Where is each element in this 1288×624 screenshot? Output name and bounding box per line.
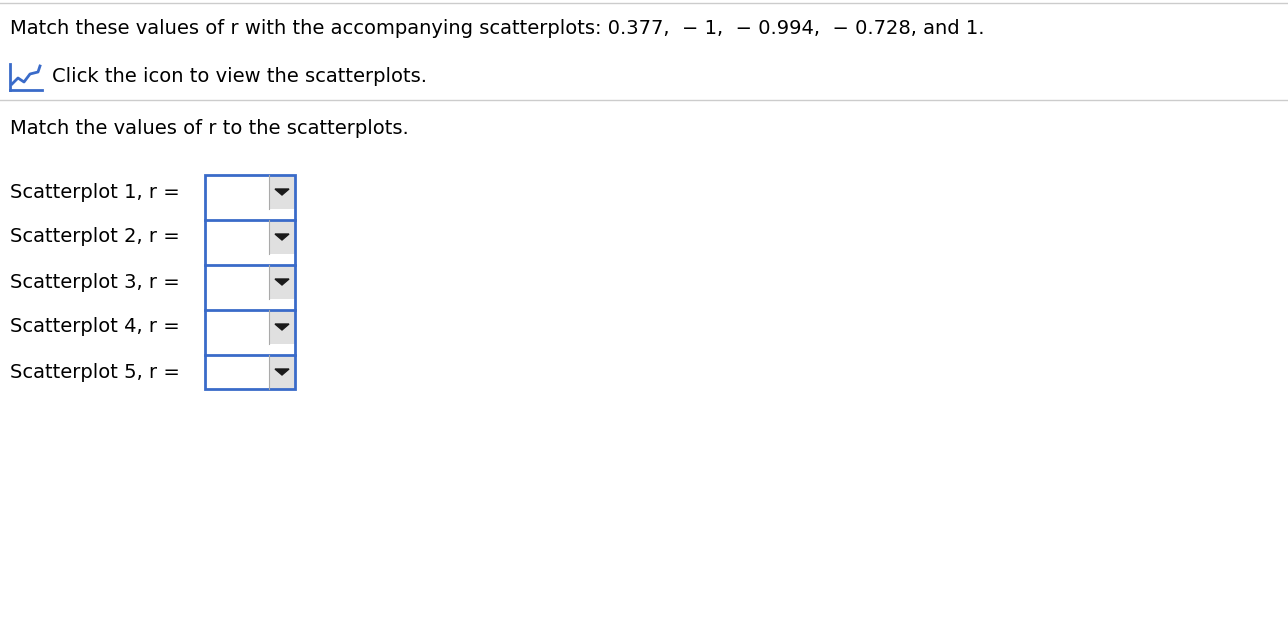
Text: Click the icon to view the scatterplots.: Click the icon to view the scatterplots. (52, 67, 428, 85)
Polygon shape (276, 234, 289, 240)
Polygon shape (276, 369, 289, 375)
Polygon shape (276, 279, 289, 285)
Text: Match the values of r to the scatterplots.: Match the values of r to the scatterplot… (10, 119, 408, 137)
Bar (205, 310, 269, 344)
Bar (205, 265, 269, 299)
Bar (205, 175, 295, 389)
Bar (269, 310, 295, 344)
Bar (205, 355, 269, 389)
Text: Scatterplot 3, r =: Scatterplot 3, r = (10, 273, 180, 291)
Bar (269, 265, 295, 299)
Polygon shape (276, 189, 289, 195)
Text: Scatterplot 2, r =: Scatterplot 2, r = (10, 228, 180, 246)
Bar (269, 355, 295, 389)
Bar (205, 175, 269, 209)
Bar (269, 175, 295, 209)
Bar (269, 220, 295, 254)
Text: Scatterplot 4, r =: Scatterplot 4, r = (10, 318, 180, 336)
Bar (205, 220, 269, 254)
Text: Scatterplot 1, r =: Scatterplot 1, r = (10, 182, 180, 202)
Text: Scatterplot 5, r =: Scatterplot 5, r = (10, 363, 180, 381)
Polygon shape (276, 324, 289, 330)
Text: Match these values of r with the accompanying scatterplots: 0.377,  − 1,  − 0.99: Match these values of r with the accompa… (10, 19, 984, 37)
